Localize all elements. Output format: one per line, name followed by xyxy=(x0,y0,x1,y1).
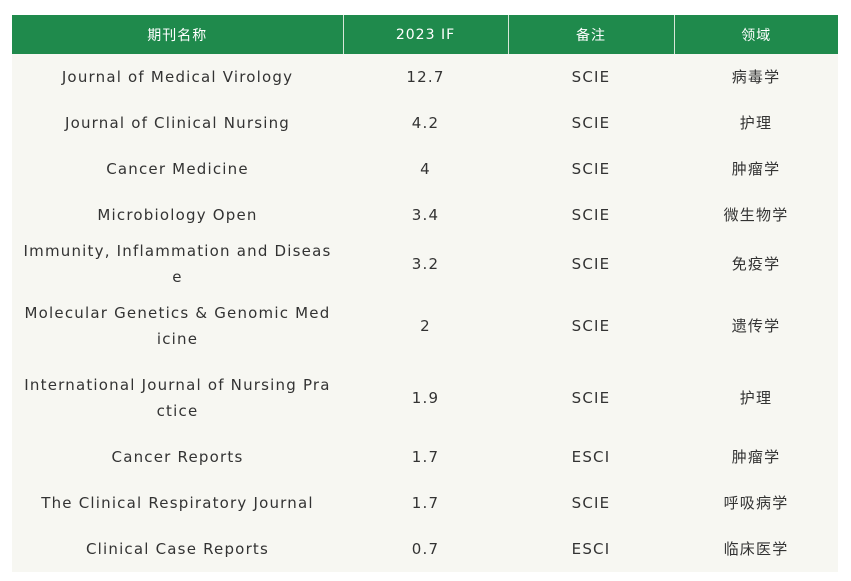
cell-field: 护理 xyxy=(674,100,838,146)
cell-field: 免疫学 xyxy=(674,238,838,290)
table-row: Journal of Clinical Nursing 4.2 SCIE 护理 xyxy=(12,100,838,146)
table-row: Clinical Case Reports 0.7 ESCI 临床医学 xyxy=(12,526,838,572)
cell-note: SCIE xyxy=(508,100,674,146)
table-row: Molecular Genetics & Genomic Medicine 2 … xyxy=(12,290,838,362)
table-row: Cancer Reports 1.7 ESCI 肿瘤学 xyxy=(12,434,838,480)
header-note: 备注 xyxy=(508,15,675,54)
cell-impact-factor: 3.2 xyxy=(343,238,508,290)
cell-field: 微生物学 xyxy=(674,192,838,238)
cell-impact-factor: 1.7 xyxy=(343,434,508,480)
cell-journal-name: Clinical Case Reports xyxy=(12,526,343,572)
cell-journal-name: Cancer Medicine xyxy=(12,146,343,192)
cell-field: 肿瘤学 xyxy=(674,146,838,192)
header-impact-factor: 2023 IF xyxy=(343,15,509,54)
cell-note: ESCI xyxy=(508,526,674,572)
header-row: 期刊名称 2023 IF 备注 领域 xyxy=(12,15,838,54)
table-row: Immunity, Inflammation and Disease 3.2 S… xyxy=(12,238,838,290)
cell-note: SCIE xyxy=(508,480,674,526)
cell-field: 护理 xyxy=(674,362,838,434)
table-row: Microbiology Open 3.4 SCIE 微生物学 xyxy=(12,192,838,238)
journal-table: 期刊名称 2023 IF 备注 领域 Journal of Medical Vi… xyxy=(12,15,838,572)
cell-impact-factor: 1.9 xyxy=(343,362,508,434)
cell-impact-factor: 4.2 xyxy=(343,100,508,146)
cell-impact-factor: 1.7 xyxy=(343,480,508,526)
cell-journal-name: Immunity, Inflammation and Disease xyxy=(12,238,343,290)
table-row: International Journal of Nursing Practic… xyxy=(12,362,838,434)
cell-journal-name: Microbiology Open xyxy=(12,192,343,238)
cell-note: SCIE xyxy=(508,238,674,290)
cell-journal-name: The Clinical Respiratory Journal xyxy=(12,480,343,526)
cell-impact-factor: 0.7 xyxy=(343,526,508,572)
cell-journal-name: International Journal of Nursing Practic… xyxy=(12,362,343,434)
cell-field: 肿瘤学 xyxy=(674,434,838,480)
cell-journal-name: Molecular Genetics & Genomic Medicine xyxy=(12,290,343,362)
header-journal-name: 期刊名称 xyxy=(12,15,344,54)
cell-field: 临床医学 xyxy=(674,526,838,572)
table-body: Journal of Medical Virology 12.7 SCIE 病毒… xyxy=(12,54,838,572)
cell-field: 遗传学 xyxy=(674,290,838,362)
table-header: 期刊名称 2023 IF 备注 领域 xyxy=(12,15,838,54)
cell-journal-name: Journal of Medical Virology xyxy=(12,54,343,100)
cell-impact-factor: 4 xyxy=(343,146,508,192)
cell-note: SCIE xyxy=(508,362,674,434)
cell-impact-factor: 3.4 xyxy=(343,192,508,238)
cell-note: SCIE xyxy=(508,290,674,362)
cell-impact-factor: 12.7 xyxy=(343,54,508,100)
cell-note: SCIE xyxy=(508,192,674,238)
cell-field: 病毒学 xyxy=(674,54,838,100)
header-field: 领域 xyxy=(674,15,838,54)
cell-impact-factor: 2 xyxy=(343,290,508,362)
cell-note: SCIE xyxy=(508,54,674,100)
cell-journal-name: Journal of Clinical Nursing xyxy=(12,100,343,146)
cell-note: ESCI xyxy=(508,434,674,480)
cell-note: SCIE xyxy=(508,146,674,192)
journal-table-container: 期刊名称 2023 IF 备注 领域 Journal of Medical Vi… xyxy=(12,15,838,572)
cell-field: 呼吸病学 xyxy=(674,480,838,526)
table-row: Journal of Medical Virology 12.7 SCIE 病毒… xyxy=(12,54,838,100)
table-row: Cancer Medicine 4 SCIE 肿瘤学 xyxy=(12,146,838,192)
cell-journal-name: Cancer Reports xyxy=(12,434,343,480)
table-row: The Clinical Respiratory Journal 1.7 SCI… xyxy=(12,480,838,526)
